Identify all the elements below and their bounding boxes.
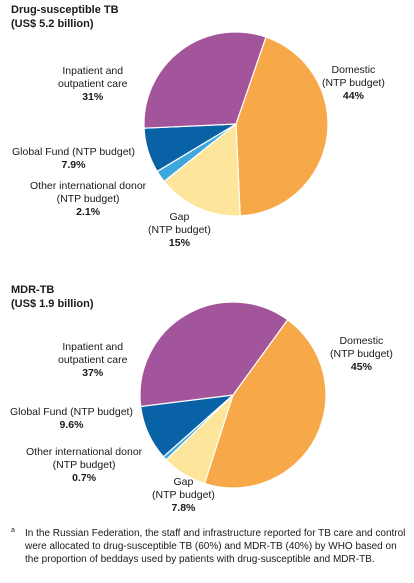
footnote-text: In the Russian Federation, the staff and… bbox=[25, 528, 406, 565]
chart-title-line2: (US$ 1.9 billion) bbox=[11, 298, 94, 310]
label-line1: Domestic bbox=[331, 64, 376, 76]
slice-label-domestic: Domestic (NTP budget) 44% bbox=[322, 64, 385, 103]
chart-title-line1: Drug-susceptible TB bbox=[11, 4, 119, 16]
value-label: 7.9% bbox=[61, 159, 86, 171]
pie-chart bbox=[139, 301, 327, 489]
footnote-marker: a bbox=[11, 527, 15, 534]
pie-slice-inpatient bbox=[143, 31, 267, 129]
mdr-tb-chart: MDR-TB (US$ 1.9 billion) Domestic (NTP b… bbox=[0, 280, 414, 525]
value-label: 37% bbox=[82, 367, 104, 379]
value-label: 0.7% bbox=[72, 472, 97, 484]
label-line1: Global Fund (NTP budget) bbox=[10, 406, 133, 418]
value-label: 2.1% bbox=[76, 206, 101, 218]
label-line2: (NTP budget) bbox=[322, 77, 385, 89]
pie-slice-gap bbox=[163, 122, 241, 217]
slice-label-other-donor: Other international donor (NTP budget) 0… bbox=[26, 446, 142, 485]
value-label: 44% bbox=[342, 90, 364, 102]
label-line1: Gap bbox=[173, 476, 194, 488]
value-label: 15% bbox=[168, 237, 190, 249]
label-line1: Inpatient and bbox=[62, 65, 124, 77]
slice-label-other-donor: Other international donor (NTP budget) 2… bbox=[30, 180, 146, 219]
pie-chart bbox=[143, 31, 329, 217]
slice-label-gap: Gap (NTP budget) 15% bbox=[148, 211, 211, 250]
label-line2: (NTP budget) bbox=[148, 224, 211, 236]
value-label: 7.8% bbox=[171, 502, 196, 514]
chart-title-line2: (US$ 5.2 billion) bbox=[11, 18, 94, 30]
slice-label-global-fund: Global Fund (NTP budget) 9.6% bbox=[10, 406, 133, 432]
chart-title-line1: MDR-TB bbox=[11, 284, 55, 296]
pie-slice-domestic bbox=[235, 36, 329, 217]
label-line1: Gap bbox=[169, 211, 190, 223]
chart-title: MDR-TB (US$ 1.9 billion) bbox=[11, 283, 94, 311]
slice-label-inpatient: Inpatient and outpatient care 31% bbox=[58, 65, 127, 104]
drug-susceptible-tb-chart: Drug-susceptible TB (US$ 5.2 billion) Do… bbox=[0, 0, 414, 270]
footnote: a In the Russian Federation, the staff a… bbox=[11, 527, 406, 566]
label-line1: Other international donor bbox=[26, 446, 143, 458]
value-label: 9.6% bbox=[59, 419, 84, 431]
label-line1: Domestic bbox=[339, 335, 384, 347]
chart-title: Drug-susceptible TB (US$ 5.2 billion) bbox=[11, 3, 119, 31]
slice-label-global-fund: Global Fund (NTP budget) 7.9% bbox=[12, 146, 135, 172]
label-line1: Global Fund (NTP budget) bbox=[12, 146, 135, 158]
value-label: 31% bbox=[82, 91, 104, 103]
slice-label-domestic: Domestic (NTP budget) 45% bbox=[330, 335, 393, 374]
slice-label-gap: Gap (NTP budget) 7.8% bbox=[152, 476, 215, 515]
label-line2: (NTP budget) bbox=[56, 193, 120, 205]
label-line2: (NTP budget) bbox=[330, 348, 393, 360]
slice-label-inpatient: Inpatient and outpatient care 37% bbox=[58, 341, 127, 380]
label-line2: (NTP budget) bbox=[152, 489, 215, 501]
label-line1: Other international donor bbox=[30, 180, 147, 192]
label-line1: Inpatient and bbox=[62, 341, 124, 353]
pie-slice-domestic bbox=[203, 318, 327, 489]
label-line2: outpatient care bbox=[58, 78, 128, 90]
label-line2: outpatient care bbox=[58, 354, 128, 366]
label-line2: (NTP budget) bbox=[52, 459, 116, 471]
pie-slice-inpatient bbox=[139, 301, 289, 408]
value-label: 45% bbox=[350, 361, 372, 373]
